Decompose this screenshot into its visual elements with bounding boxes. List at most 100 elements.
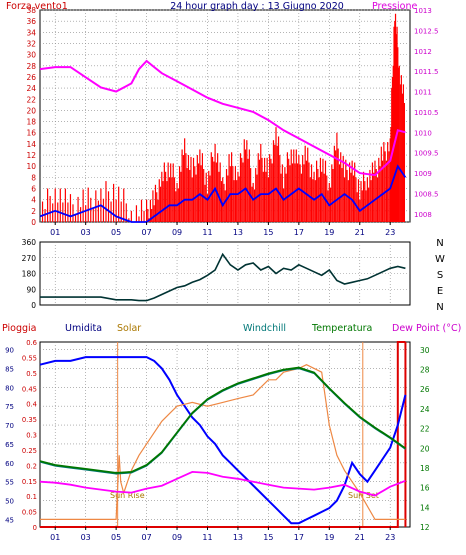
x-tick-label: 01 — [50, 533, 60, 542]
label-forza-vento: Forza vento1 — [6, 1, 68, 12]
y-humidity-tick-label: 85 — [5, 365, 14, 373]
y-humidity-tick-label: 55 — [5, 479, 14, 487]
y-direction-tick-label: 90 — [26, 285, 36, 294]
x-tick-label: 19 — [324, 228, 334, 237]
legend-label-pioggia: Pioggia — [2, 323, 37, 334]
x-tick-label: 03 — [81, 533, 91, 542]
y-humidity-tick-label: 90 — [5, 347, 14, 355]
x-tick-label: 17 — [294, 533, 304, 542]
x-tick-label: 07 — [141, 533, 151, 542]
y-temp-tick-label: 22 — [420, 425, 430, 434]
series-pressione — [39, 59, 406, 177]
series-dew-point — [39, 470, 406, 497]
y-rain-tick-label: 0.05 — [22, 509, 37, 517]
series-direzione-vento — [40, 252, 406, 302]
y-right-tick-label: 1011.5 — [414, 68, 439, 76]
y-left-tick-label: 0 — [31, 218, 36, 227]
y-right-tick-label: 1013 — [414, 7, 432, 15]
x-tick-label: 09 — [172, 533, 182, 542]
y-left-tick-label: 16 — [26, 129, 36, 138]
compass-tick-label: W — [435, 254, 445, 265]
y-temp-tick-label: 28 — [420, 366, 430, 375]
series-temperatura — [39, 366, 406, 474]
y-left-tick-label: 32 — [26, 39, 36, 48]
x-tick-label: 13 — [233, 533, 243, 542]
y-left-tick-label: 4 — [31, 196, 36, 205]
x-tick-label: 21 — [355, 228, 365, 237]
y-left-tick-label: 22 — [26, 95, 36, 104]
y-left-tick-label: 28 — [26, 62, 36, 71]
x-tick-label: 09 — [172, 228, 182, 237]
y-humidity-tick-label: 60 — [5, 460, 14, 468]
legend-label-temperatura: Temperatura — [311, 323, 372, 334]
legend-label-dew-point-c-: Dew Point (°C) — [392, 323, 461, 334]
y-rain-tick-label: 0.6 — [26, 339, 37, 347]
y-right-tick-label: 1012.5 — [414, 27, 439, 35]
y-right-tick-label: 1009 — [414, 170, 432, 178]
y-left-tick-label: 24 — [26, 84, 36, 93]
y-humidity-tick-label: 50 — [5, 498, 14, 506]
y-left-tick-label: 14 — [26, 140, 36, 149]
y-right-tick-label: 1011 — [414, 89, 432, 97]
y-left-tick-label: 10 — [26, 162, 36, 171]
y-right-tick-label: 1009.5 — [414, 150, 439, 158]
panel-2-frame — [39, 241, 411, 306]
annotation-sun-set: Sun Set — [348, 491, 379, 500]
y-left-tick-label: 6 — [31, 185, 36, 194]
x-tick-label: 23 — [385, 533, 395, 542]
y-humidity-tick-label: 75 — [5, 403, 14, 411]
y-direction-tick-label: 0 — [31, 301, 36, 310]
y-left-tick-label: 20 — [26, 106, 36, 115]
y-rain-tick-label: 0.25 — [22, 447, 37, 455]
y-rain-tick-label: 0.5 — [26, 370, 37, 378]
compass-tick-label: N — [436, 302, 443, 313]
y-left-tick-label: 2 — [31, 207, 36, 216]
annotation-sun-rise: Sun Rise — [110, 491, 145, 500]
y-humidity-tick-label: 65 — [5, 441, 14, 449]
x-tick-label: 15 — [263, 533, 273, 542]
y-left-tick-label: 36 — [26, 17, 36, 26]
y-direction-tick-label: 360 — [22, 238, 37, 247]
y-left-tick-label: 26 — [26, 73, 36, 82]
label-pressione: Pressione — [372, 1, 417, 12]
series-solar — [40, 364, 406, 521]
panel-3-frame — [39, 341, 411, 528]
y-right-tick-label: 1010.5 — [414, 109, 439, 117]
y-left-tick-label: 8 — [31, 173, 36, 182]
y-right-tick-label: 1008.5 — [414, 190, 439, 198]
compass-tick-label: S — [437, 270, 443, 281]
compass-tick-label: N — [436, 238, 443, 249]
x-tick-label: 07 — [141, 228, 151, 237]
x-tick-label: 17 — [294, 228, 304, 237]
y-rain-tick-label: 0.45 — [22, 385, 37, 393]
chart-title: 24 hour graph day : 13 Giugno 2020 — [170, 1, 344, 12]
y-right-tick-label: 1008 — [414, 211, 432, 219]
y-left-tick-label: 38 — [26, 6, 36, 15]
x-tick-label: 05 — [111, 533, 121, 542]
y-direction-tick-label: 270 — [22, 254, 37, 263]
y-right-tick-label: 1012 — [414, 48, 432, 56]
y-rain-tick-label: 0.2 — [26, 462, 37, 470]
y-left-tick-label: 30 — [26, 51, 36, 60]
y-temp-tick-label: 24 — [420, 405, 430, 414]
series-vento-medio — [39, 164, 407, 223]
y-temp-tick-label: 14 — [420, 503, 430, 512]
x-tick-label: 19 — [324, 533, 334, 542]
x-tick-label: 23 — [385, 228, 395, 237]
y-humidity-tick-label: 70 — [5, 422, 14, 430]
y-temp-tick-label: 12 — [420, 523, 430, 532]
series-pioggia — [40, 341, 406, 528]
y-humidity-tick-label: 45 — [5, 516, 14, 524]
x-tick-label: 03 — [81, 228, 91, 237]
legend-label-solar: Solar — [117, 323, 141, 334]
y-right-tick-label: 1010 — [414, 129, 432, 137]
x-tick-label: 13 — [233, 228, 243, 237]
y-temp-tick-label: 16 — [420, 484, 430, 493]
y-temp-tick-label: 18 — [420, 464, 430, 473]
y-rain-tick-label: 0.15 — [22, 478, 37, 486]
legend-label-windchill: Windchill — [243, 323, 286, 334]
y-temp-tick-label: 20 — [420, 444, 430, 453]
y-rain-tick-label: 0.4 — [26, 401, 37, 409]
x-tick-label: 21 — [355, 533, 365, 542]
y-left-tick-label: 34 — [26, 28, 36, 37]
